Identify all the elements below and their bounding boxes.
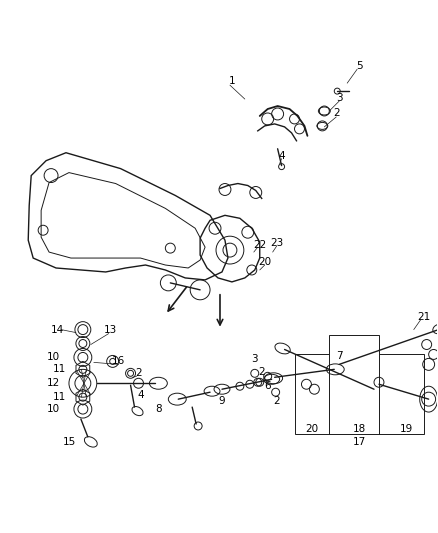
Text: 13: 13 [104, 325, 117, 335]
Text: 4: 4 [278, 151, 285, 161]
Text: 12: 12 [46, 378, 60, 388]
Text: 20: 20 [305, 424, 318, 434]
Text: 11: 11 [53, 392, 66, 402]
Text: 4: 4 [137, 390, 144, 400]
Text: 19: 19 [400, 424, 413, 434]
Text: 21: 21 [417, 312, 430, 322]
Text: 6: 6 [265, 381, 271, 391]
Text: 17: 17 [353, 437, 366, 447]
Text: 15: 15 [62, 437, 76, 447]
Text: 5: 5 [356, 61, 362, 71]
Text: 2: 2 [258, 367, 265, 377]
Text: 11: 11 [53, 365, 66, 374]
Text: 18: 18 [353, 424, 366, 434]
Text: 2: 2 [333, 108, 339, 118]
Text: 22: 22 [253, 240, 266, 250]
Text: 3: 3 [251, 354, 258, 365]
Text: 16: 16 [112, 357, 125, 366]
Text: 1: 1 [229, 76, 235, 86]
Text: 2: 2 [135, 368, 142, 378]
Text: 10: 10 [46, 404, 60, 414]
Text: 2: 2 [273, 396, 280, 406]
Text: 9: 9 [219, 396, 225, 406]
Text: 7: 7 [336, 351, 343, 361]
Text: 23: 23 [270, 238, 283, 248]
Text: 3: 3 [336, 93, 343, 103]
Text: 10: 10 [46, 352, 60, 362]
Text: 14: 14 [50, 325, 64, 335]
Text: 20: 20 [258, 257, 271, 267]
Text: 8: 8 [155, 404, 162, 414]
